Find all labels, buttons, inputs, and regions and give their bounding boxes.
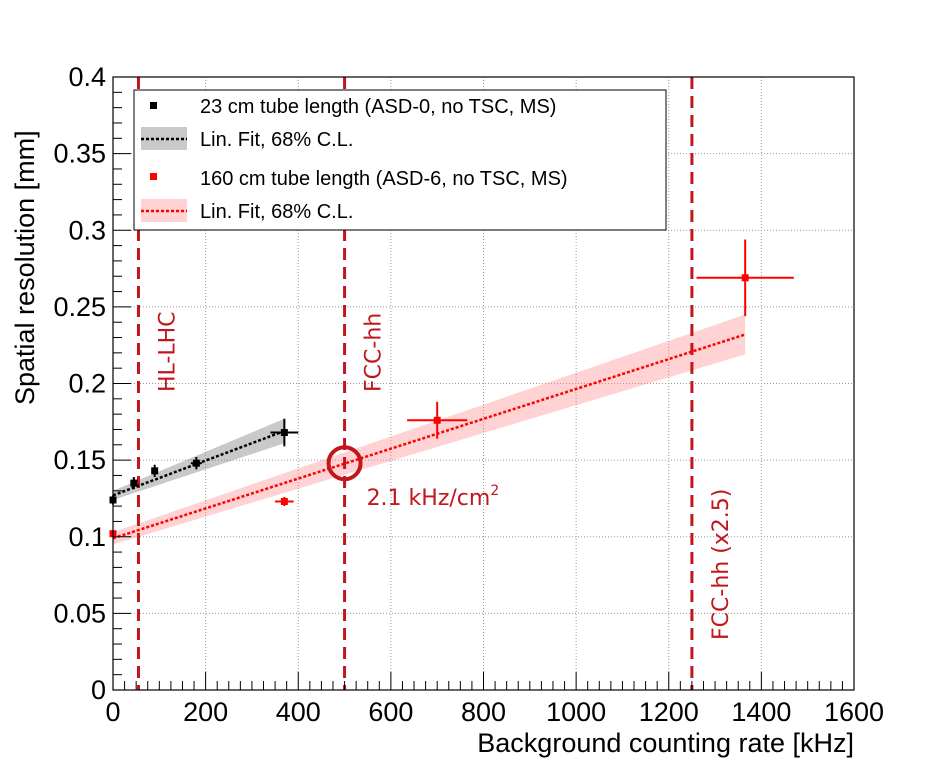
legend-label-black-fit: Lin. Fit, 68% C.L. (200, 129, 353, 151)
x-tick-label: 600 (368, 697, 413, 727)
legend: 23 cm tube length (ASD-0, no TSC, MS) Li… (133, 89, 667, 231)
rate-annotation: 2.1 kHz/cm2 (367, 483, 500, 511)
vertical-line-label-1: FCC-hh (362, 313, 387, 392)
vertical-line-label-2: FCC-hh (x2.5) (709, 489, 734, 640)
data-point (151, 464, 159, 477)
point-marker (433, 416, 441, 424)
legend-marker-black (150, 102, 157, 109)
y-tick-label: 0.1 (68, 522, 106, 552)
y-tick-label: 0.15 (53, 445, 106, 475)
y-tick-label: 0.35 (53, 139, 106, 169)
legend-marker-red (150, 173, 157, 180)
legend-box (133, 89, 667, 231)
legend-label-red-fit: Lin. Fit, 68% C.L. (200, 201, 353, 223)
x-tick-label: 1400 (731, 697, 791, 727)
x-tick-label: 0 (105, 697, 120, 727)
point-marker (130, 479, 138, 487)
data-point (190, 457, 202, 470)
x-tick-label: 1200 (639, 697, 699, 727)
x-axis-title: Background counting rate [kHz] (477, 728, 854, 758)
data-point (275, 496, 294, 507)
point-marker (280, 429, 288, 437)
data-point (130, 476, 138, 490)
annotation: 2.1 kHz/cm2 (326, 445, 500, 511)
x-tick-label: 200 (183, 697, 228, 727)
x-tick-label: 1000 (546, 697, 606, 727)
data-point (696, 239, 794, 317)
y-tick-label: 0.25 (53, 292, 106, 322)
vertical-line-label-0: HL-LHC (155, 311, 180, 392)
y-tick-label: 0.05 (53, 598, 106, 628)
data-point (270, 418, 299, 447)
x-tick-label: 800 (461, 697, 506, 727)
y-tick-label: 0.2 (68, 369, 106, 399)
fit-line-1 (112, 333, 746, 540)
y-tick-label: 0.4 (68, 62, 106, 92)
point-marker (280, 498, 288, 506)
highlight-circle (326, 445, 363, 482)
y-axis-title: Spatial resolution [mm] (10, 130, 40, 405)
data-point (407, 401, 468, 439)
legend-label-black-series: 23 cm tube length (ASD-0, no TSC, MS) (200, 96, 556, 118)
rate-annotation-superscript: 2 (490, 483, 499, 499)
point-marker (192, 459, 200, 467)
y-tick-label: 0 (91, 675, 106, 705)
x-tick-label: 400 (276, 697, 321, 727)
rate-annotation-text: 2.1 kHz/cm (367, 486, 491, 511)
y-tick-label: 0.3 (68, 215, 106, 245)
point-marker (151, 467, 159, 475)
axis-ticks: 0 200 400 600 800 1000 1200 1400 1600 0 0.05 0.1 0.1… (53, 62, 884, 727)
point-marker (741, 274, 749, 282)
legend-label-red-series: 160 cm tube length (ASD-6, no TSC, MS) (200, 168, 568, 190)
x-tick-label: 1600 (824, 697, 884, 727)
